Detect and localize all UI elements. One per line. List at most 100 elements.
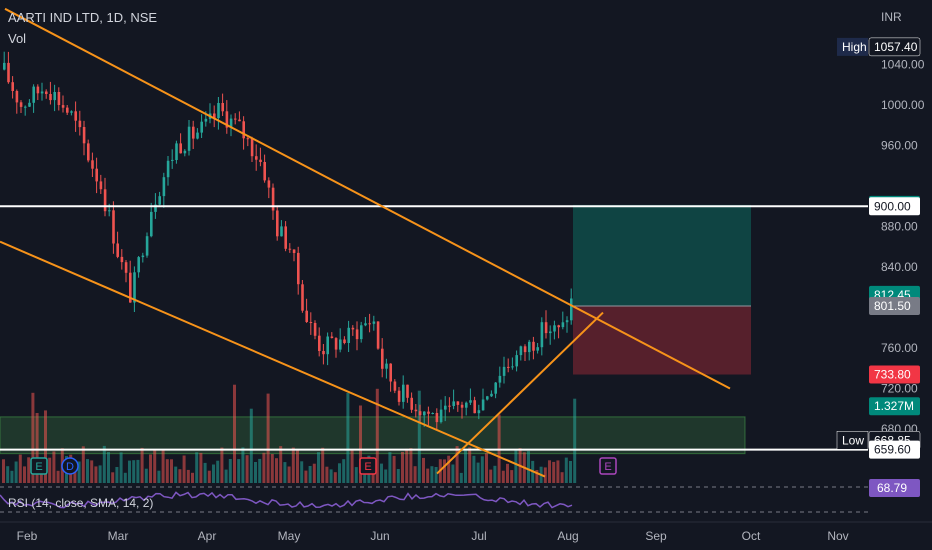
candle-body <box>187 126 191 151</box>
volume-bar <box>300 461 304 483</box>
volume-bar <box>23 466 26 483</box>
volume-bar <box>266 393 270 483</box>
volume-bar <box>31 392 35 483</box>
volume-bar <box>165 459 169 483</box>
volume-bar <box>312 463 316 483</box>
price-tag-5[interactable]: 801.50 <box>869 296 920 315</box>
candle-body <box>120 256 124 263</box>
candle-body <box>129 272 132 303</box>
candle-body <box>553 325 556 332</box>
volume-bar <box>464 449 467 483</box>
candle-body <box>313 323 317 336</box>
price-tag-3[interactable]: 900.00 <box>869 197 920 216</box>
candle-body <box>112 210 115 244</box>
candle-body <box>297 252 300 285</box>
volume-bar <box>287 466 291 483</box>
candle-body <box>557 325 560 328</box>
volume-bar <box>2 459 5 483</box>
volume-bar <box>535 470 539 483</box>
upper-trendline <box>4 7 731 390</box>
candle-body <box>74 111 77 121</box>
candle-body <box>91 160 94 169</box>
candle-body <box>271 187 275 211</box>
volume-bar <box>228 459 232 483</box>
candle-body <box>66 107 69 113</box>
volume-bar <box>304 470 308 483</box>
event-marker-4[interactable]: E <box>599 457 617 475</box>
volume-bar <box>321 447 325 483</box>
candle-body <box>7 62 10 83</box>
candle-body <box>40 91 44 94</box>
candle-body <box>465 402 468 408</box>
rsi-label[interactable]: RSI (14, close, SMA, 14, 2) <box>8 496 154 510</box>
candle-body <box>339 339 342 350</box>
volume-bar <box>455 446 459 483</box>
candle-body <box>456 401 460 405</box>
candle-body <box>301 284 304 311</box>
candle-body <box>95 168 98 182</box>
volume-bar <box>262 452 266 483</box>
stop-zone <box>573 305 751 375</box>
candle-body <box>511 366 514 368</box>
candle-body <box>234 118 237 120</box>
volume-bar <box>354 467 358 483</box>
time-tick: Jul <box>471 529 486 543</box>
candle-body <box>570 298 573 321</box>
candle-body <box>158 196 161 205</box>
symbol-title[interactable]: AARTI IND LTD, 1D, NSE <box>8 10 158 25</box>
volume-bar <box>44 410 47 483</box>
candle-body <box>490 393 493 397</box>
event-marker-3[interactable]: E <box>359 457 377 475</box>
volume-bar <box>447 455 451 483</box>
candle-body <box>242 121 245 139</box>
candle-body <box>280 226 283 237</box>
volume-bar <box>128 460 131 483</box>
volume-bar <box>132 460 136 483</box>
volume-bar <box>430 466 434 483</box>
price-tag-1[interactable]: High 1057.40 <box>837 37 921 57</box>
candle-body <box>57 92 61 105</box>
volume-bar <box>472 455 476 483</box>
candle-body <box>477 410 481 414</box>
volume-bar <box>195 452 199 483</box>
candle-body <box>448 405 451 407</box>
volume-bar <box>220 447 224 483</box>
candle-body <box>427 411 430 414</box>
candle-body <box>507 366 510 368</box>
volume-bar <box>233 384 236 483</box>
candle-body <box>103 189 107 212</box>
candle-body <box>137 257 140 273</box>
event-marker-letter: E <box>364 461 371 473</box>
candle-body <box>78 120 82 128</box>
candle-body <box>229 118 233 128</box>
candle-body <box>179 143 182 154</box>
volume-bar <box>115 467 119 483</box>
event-marker-2[interactable]: D <box>61 457 79 475</box>
volume-bar <box>569 461 572 483</box>
rsi-value-tag[interactable]: 68.79 <box>869 479 920 497</box>
price-tag-7[interactable]: 1.327M <box>869 397 920 416</box>
candle-body <box>414 409 418 412</box>
candle-body <box>305 310 308 322</box>
volume-bar <box>6 466 10 483</box>
volume-bar <box>338 463 341 483</box>
candle-body <box>402 384 405 402</box>
candle-body <box>49 94 52 101</box>
volume-bar <box>329 469 333 483</box>
price-tag-9[interactable]: 659.60 <box>869 440 920 459</box>
candle-body <box>32 86 35 103</box>
event-marker-1[interactable]: E <box>30 457 48 475</box>
volume-bar <box>434 467 438 483</box>
event-marker-letter: E <box>604 461 611 473</box>
candle-body <box>28 102 31 107</box>
volume-bar <box>359 405 362 483</box>
volume-bar <box>203 462 207 483</box>
volume-bar <box>476 462 480 483</box>
candle-body <box>444 405 447 410</box>
price-tag-6[interactable]: 733.80 <box>869 365 920 384</box>
volume-bar <box>459 472 463 483</box>
event-marker-letter: D <box>66 461 74 473</box>
candle-body <box>45 91 48 94</box>
price-tick: 760.00 <box>881 341 918 355</box>
